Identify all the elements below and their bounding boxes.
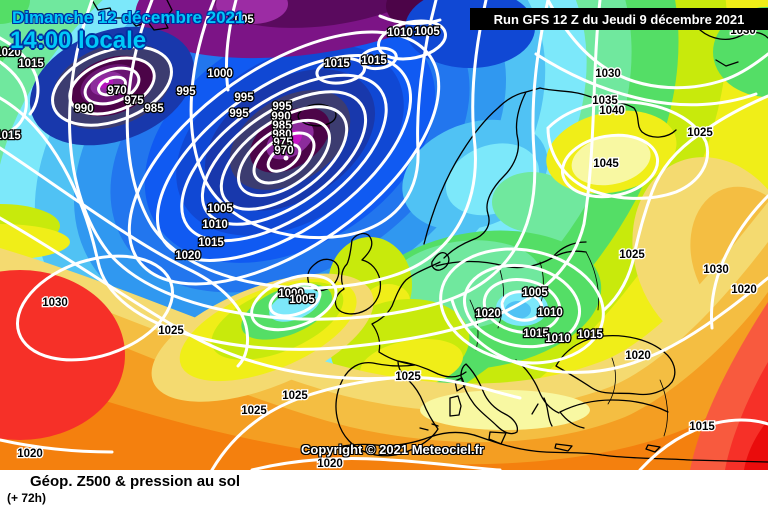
pressure-label: 995 xyxy=(272,101,292,113)
pressure-label: 995 xyxy=(229,108,249,120)
legend-footer: Géop. Z500 & pression au sol (+ 72h) 492… xyxy=(0,470,768,512)
pressure-label: 1005 xyxy=(289,294,315,306)
pressure-label: 1015 xyxy=(577,329,603,341)
pressure-label: 1020 xyxy=(317,458,343,470)
pressure-label: 985 xyxy=(272,120,292,132)
pressure-label: 1015 xyxy=(0,130,21,142)
pressure-label: 1005 xyxy=(228,14,254,26)
pressure-label: 1020 xyxy=(0,47,21,59)
pressure-label: 1015 xyxy=(361,55,387,67)
pressure-label: 1020 xyxy=(625,350,651,362)
pressure-label: 1020 xyxy=(731,284,757,296)
pressure-label: 1030 xyxy=(703,264,729,276)
pressure-label: 1030 xyxy=(42,297,68,309)
copyright-notice: Copyright © 2021 Meteociel.fr xyxy=(301,442,484,457)
pressure-label: 1010 xyxy=(387,27,413,39)
model-run-banner: Run GFS 12 Z du Jeudi 9 décembre 2021 xyxy=(470,8,768,30)
pressure-label: 1015 xyxy=(523,328,549,340)
pressure-label: 970 xyxy=(274,145,293,157)
pressure-label: 1020 xyxy=(175,250,201,262)
forecast-date: Dimanche 12 décembre 2021 xyxy=(12,8,245,27)
pressure-label: 970 xyxy=(107,85,126,97)
pressure-label: 1005 xyxy=(414,26,440,38)
pressure-label: 1010 xyxy=(202,219,228,231)
pressure-label: 1025 xyxy=(282,390,308,402)
pressure-label: 1030 xyxy=(595,68,621,80)
pressure-label: 1005 xyxy=(522,287,548,299)
isobar-contours xyxy=(0,0,768,470)
pressure-label: 1035 xyxy=(592,95,618,107)
pressure-label: 1045 xyxy=(593,158,619,170)
pressure-label: 995 xyxy=(176,86,196,98)
pressure-label: 1020 xyxy=(17,448,43,460)
forecast-time: 14:00 locale xyxy=(10,27,147,54)
pressure-label: 1015 xyxy=(689,421,715,433)
geopotential-field xyxy=(0,0,768,470)
gfs-z500-map: 1005102010151000970995995975101010051015… xyxy=(0,0,768,470)
map-parameter-title: Géop. Z500 & pression au sol xyxy=(30,473,241,490)
pressure-label: 980 xyxy=(272,129,291,141)
pressure-label: 975 xyxy=(273,137,293,149)
pressure-label: 990 xyxy=(74,103,93,115)
pressure-label: 985 xyxy=(144,103,164,115)
pressure-label: 990 xyxy=(271,111,290,123)
pressure-label: 1015 xyxy=(18,58,44,70)
pressure-label: 1025 xyxy=(158,325,184,337)
pressure-label: 1000 xyxy=(278,288,304,300)
pressure-label: 1010 xyxy=(537,307,563,319)
pressure-label: 1010 xyxy=(545,333,571,345)
forecast-hour: (+ 72h) xyxy=(7,491,47,505)
pressure-label: 1025 xyxy=(619,249,645,261)
pressure-label: 1040 xyxy=(599,105,625,117)
pressure-label: 975 xyxy=(124,95,144,107)
pressure-label: 1015 xyxy=(198,237,224,249)
pressure-label: 1005 xyxy=(207,203,233,215)
pressure-label: 1025 xyxy=(241,405,267,417)
pressure-label: 1000 xyxy=(207,68,233,80)
pressure-label: 1025 xyxy=(687,127,713,139)
pressure-label: 1025 xyxy=(395,371,421,383)
pressure-label: 1015 xyxy=(324,58,350,70)
pressure-labels: 1005102010151000970995995975101010051015… xyxy=(0,13,758,470)
map-canvas: 1005102010151000970995995975101010051015… xyxy=(0,0,768,470)
pressure-label: 1020 xyxy=(475,308,501,320)
pressure-label: 995 xyxy=(234,92,254,104)
